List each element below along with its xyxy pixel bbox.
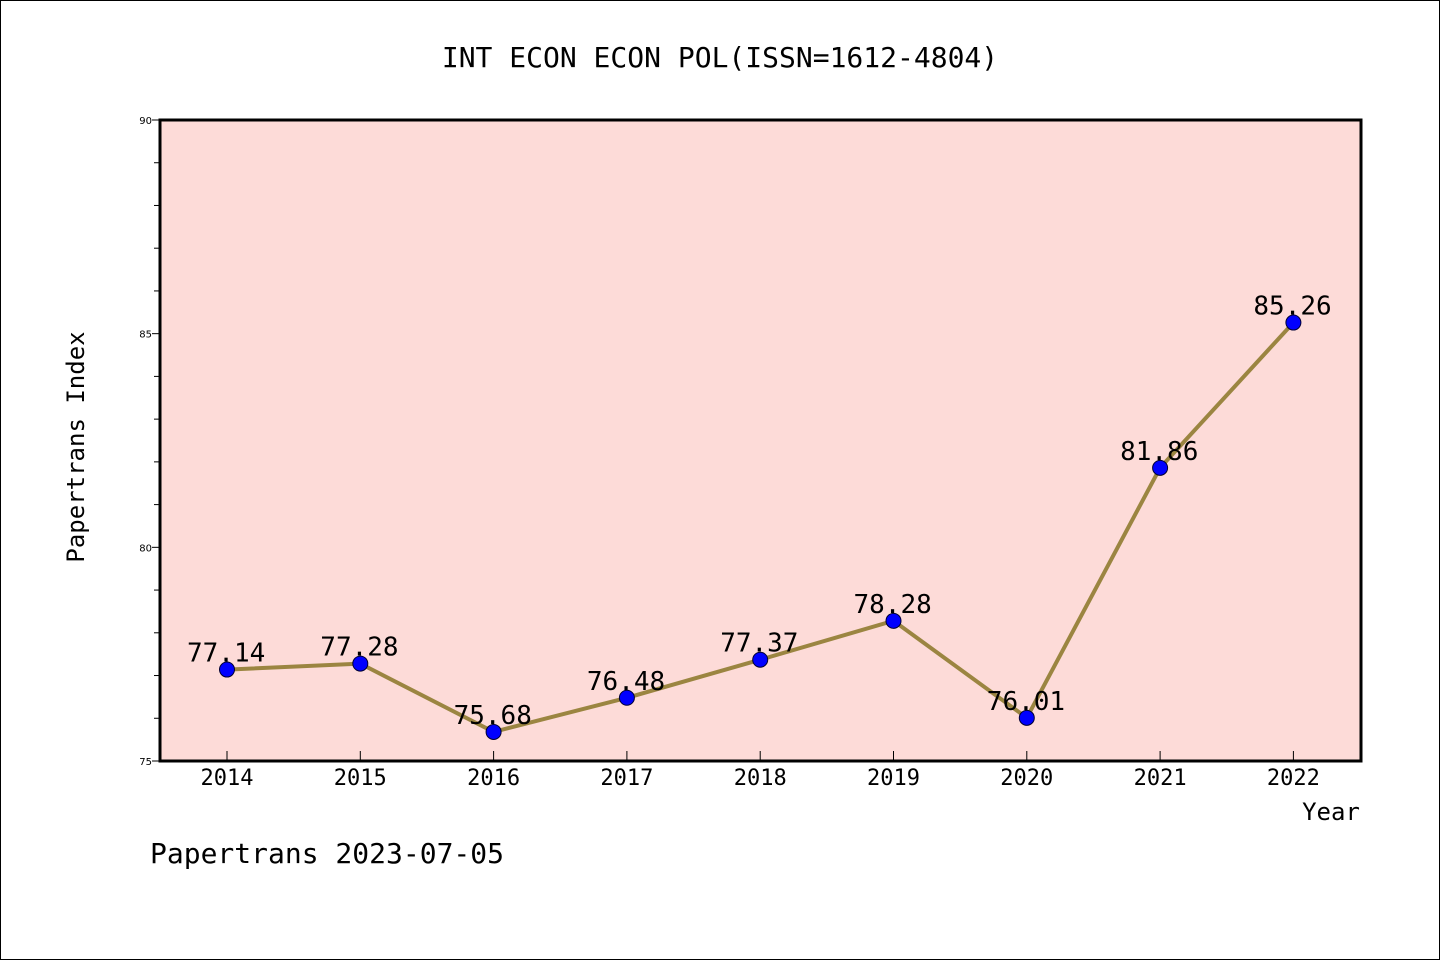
chart-title: INT ECON ECON POL(ISSN=1612-4804) bbox=[442, 41, 998, 74]
data-point bbox=[352, 655, 369, 672]
data-label: 85.26 bbox=[1253, 292, 1331, 322]
data-label: 77.14 bbox=[187, 639, 265, 669]
y-axis: 75 80 85 90 bbox=[139, 116, 160, 768]
x-tick-label: 2017 bbox=[600, 766, 653, 791]
data-point bbox=[485, 723, 502, 740]
footer-text: Papertrans 2023-07-05 bbox=[150, 837, 504, 870]
data-point bbox=[618, 689, 635, 706]
x-tick-label: 2021 bbox=[1134, 766, 1187, 791]
data-point bbox=[885, 612, 902, 629]
x-tick-label: 2016 bbox=[467, 766, 520, 791]
data-label: 76.01 bbox=[987, 687, 1065, 717]
data-point bbox=[219, 661, 235, 678]
data-label: 75.68 bbox=[454, 701, 532, 731]
x-axis: 2014 2015 2016 2017 2018 2019 2020 2021 2022 bbox=[201, 751, 1320, 791]
series-markers bbox=[219, 314, 1302, 740]
y-tick-label: 80 bbox=[139, 543, 152, 554]
x-tick-label: 2015 bbox=[334, 766, 387, 791]
x-tick-label: 2020 bbox=[1000, 766, 1053, 791]
x-axis-label: Year bbox=[1302, 798, 1360, 826]
data-point bbox=[752, 651, 769, 668]
data-label: 77.28 bbox=[320, 633, 398, 663]
data-labels: 77.14 77.28 75.68 76.48 77.37 78.28 76.01 81.86… bbox=[187, 292, 1332, 731]
x-tick-label: 2022 bbox=[1267, 766, 1320, 791]
data-label: 78.28 bbox=[854, 590, 932, 620]
y-tick-label: 75 bbox=[139, 757, 152, 768]
x-tick-label: 2014 bbox=[201, 766, 254, 791]
data-label: 81.86 bbox=[1120, 437, 1198, 467]
data-label: 77.37 bbox=[720, 629, 798, 659]
data-point bbox=[1285, 314, 1302, 331]
y-tick-label: 85 bbox=[139, 330, 152, 341]
data-label: 76.48 bbox=[587, 667, 665, 697]
x-tick-label: 2018 bbox=[734, 766, 787, 791]
data-point bbox=[1018, 709, 1035, 726]
data-point bbox=[1152, 459, 1169, 476]
y-tick-label: 90 bbox=[139, 116, 152, 127]
y-axis-label: Papertrans Index bbox=[62, 331, 90, 562]
x-tick-label: 2019 bbox=[867, 766, 920, 791]
